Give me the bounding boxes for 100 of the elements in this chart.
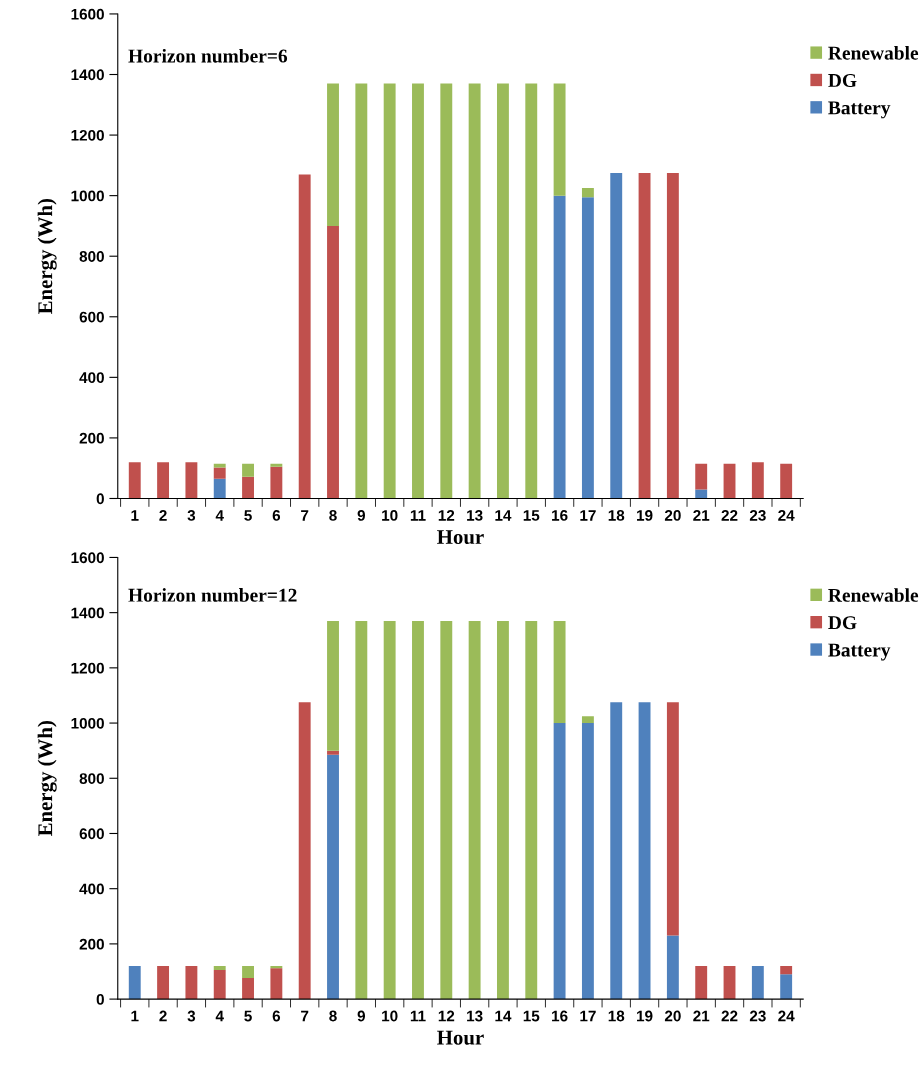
x-tick-label: 13 bbox=[467, 1010, 483, 1022]
annotation: Horizon number=12 bbox=[128, 588, 297, 602]
legend-label: DG bbox=[828, 616, 857, 630]
bar bbox=[128, 462, 141, 499]
y-tick-label: 1600 bbox=[71, 8, 104, 20]
x-tick-label: 18 bbox=[608, 1010, 625, 1022]
x-tick-label: 10 bbox=[382, 509, 398, 521]
x-tick-label: 17 bbox=[580, 510, 596, 521]
y-tick-label: 800 bbox=[79, 773, 104, 784]
bar bbox=[525, 620, 538, 1000]
bar bbox=[298, 702, 311, 1000]
bar bbox=[610, 172, 623, 499]
bar bbox=[440, 83, 453, 499]
x-tick-label: 21 bbox=[693, 509, 710, 521]
x-tick-label: 8 bbox=[329, 509, 337, 521]
x-tick-label: 6 bbox=[272, 1010, 281, 1022]
bar bbox=[695, 965, 708, 1000]
x-tick-label: 4 bbox=[215, 510, 224, 521]
x-tick-label: 16 bbox=[552, 509, 568, 521]
y-tick-label: 1200 bbox=[71, 662, 104, 674]
x-tick-label: 16 bbox=[552, 1010, 568, 1022]
bar bbox=[327, 225, 339, 499]
bar bbox=[157, 462, 170, 499]
x-tick-label: 4 bbox=[215, 1010, 224, 1022]
x-tick-label: 11 bbox=[410, 1010, 426, 1022]
y-tick-label: 600 bbox=[79, 311, 104, 323]
bar bbox=[213, 965, 226, 971]
bar bbox=[581, 716, 594, 724]
y-tick-label: 1400 bbox=[71, 69, 104, 81]
x-tick-label: 3 bbox=[187, 509, 196, 521]
x-tick-label: 5 bbox=[244, 510, 252, 521]
x-tick-label: 5 bbox=[244, 1010, 252, 1022]
x-tick-label: 20 bbox=[664, 509, 681, 521]
bar bbox=[270, 463, 283, 467]
y-tick-label: 400 bbox=[79, 883, 104, 895]
y-tick-label: 1600 bbox=[71, 552, 104, 564]
x-axis-title: Hour bbox=[437, 1030, 484, 1045]
bar bbox=[213, 970, 226, 1000]
bar bbox=[610, 702, 623, 1000]
bar bbox=[213, 478, 226, 499]
bar bbox=[666, 702, 679, 936]
y-axis-title: Energy (Wh) bbox=[37, 721, 57, 837]
x-tick-label: 23 bbox=[749, 509, 766, 521]
bar bbox=[412, 620, 424, 1000]
bar bbox=[412, 83, 424, 499]
x-tick-label: 2 bbox=[159, 509, 167, 521]
bar bbox=[383, 83, 396, 499]
bar bbox=[751, 965, 764, 1000]
x-axis-title: Hour bbox=[437, 530, 484, 545]
legend-label: Renewable bbox=[828, 588, 919, 602]
x-tick-label: 2 bbox=[159, 1010, 167, 1022]
x-tick-label: 13 bbox=[467, 509, 483, 521]
x-tick-label: 21 bbox=[693, 1010, 710, 1022]
bar bbox=[553, 195, 566, 499]
x-tick-label: 14 bbox=[495, 510, 512, 521]
bar bbox=[695, 463, 708, 490]
bar bbox=[780, 965, 793, 975]
y-tick-label: 1200 bbox=[71, 129, 104, 141]
y-tick-label: 600 bbox=[79, 828, 104, 840]
bar bbox=[128, 965, 141, 1000]
bar bbox=[751, 462, 764, 499]
bar bbox=[780, 463, 793, 499]
x-tick-label: 7 bbox=[301, 1010, 309, 1022]
bar bbox=[581, 723, 594, 1000]
bar bbox=[270, 965, 283, 969]
y-tick-label: 1000 bbox=[71, 717, 104, 729]
x-tick-label: 9 bbox=[357, 509, 366, 521]
x-tick-label: 3 bbox=[187, 1010, 196, 1022]
bar bbox=[327, 83, 339, 226]
legend-label: Battery bbox=[828, 643, 891, 661]
y-tick-label: 0 bbox=[96, 493, 104, 505]
bar bbox=[242, 463, 254, 477]
bar bbox=[355, 620, 368, 1000]
x-tick-label: 18 bbox=[608, 509, 625, 521]
bar bbox=[780, 974, 793, 1000]
x-tick-label: 1 bbox=[131, 510, 139, 521]
bar bbox=[553, 723, 566, 1000]
bar bbox=[242, 978, 254, 1000]
bar bbox=[638, 172, 651, 499]
bar bbox=[666, 935, 679, 1000]
bar bbox=[270, 968, 283, 1000]
legend-label: Renewable bbox=[828, 45, 919, 60]
x-tick-label: 10 bbox=[382, 1010, 398, 1022]
bar bbox=[327, 754, 339, 1000]
bar bbox=[468, 83, 481, 499]
bar bbox=[497, 83, 509, 499]
bar bbox=[298, 174, 311, 499]
x-tick-label: 15 bbox=[523, 1010, 540, 1022]
legend-label: DG bbox=[828, 73, 857, 88]
bar bbox=[553, 83, 566, 196]
y-tick-label: 0 bbox=[96, 993, 104, 1005]
bar bbox=[270, 466, 283, 499]
x-tick-label: 23 bbox=[749, 1010, 766, 1022]
y-tick-label: 1000 bbox=[71, 190, 104, 202]
x-tick-label: 22 bbox=[721, 509, 738, 521]
bar bbox=[581, 188, 594, 198]
bar bbox=[638, 702, 651, 1000]
y-tick-label: 800 bbox=[79, 251, 104, 262]
x-tick-label: 14 bbox=[495, 1010, 512, 1022]
bar bbox=[355, 83, 368, 499]
